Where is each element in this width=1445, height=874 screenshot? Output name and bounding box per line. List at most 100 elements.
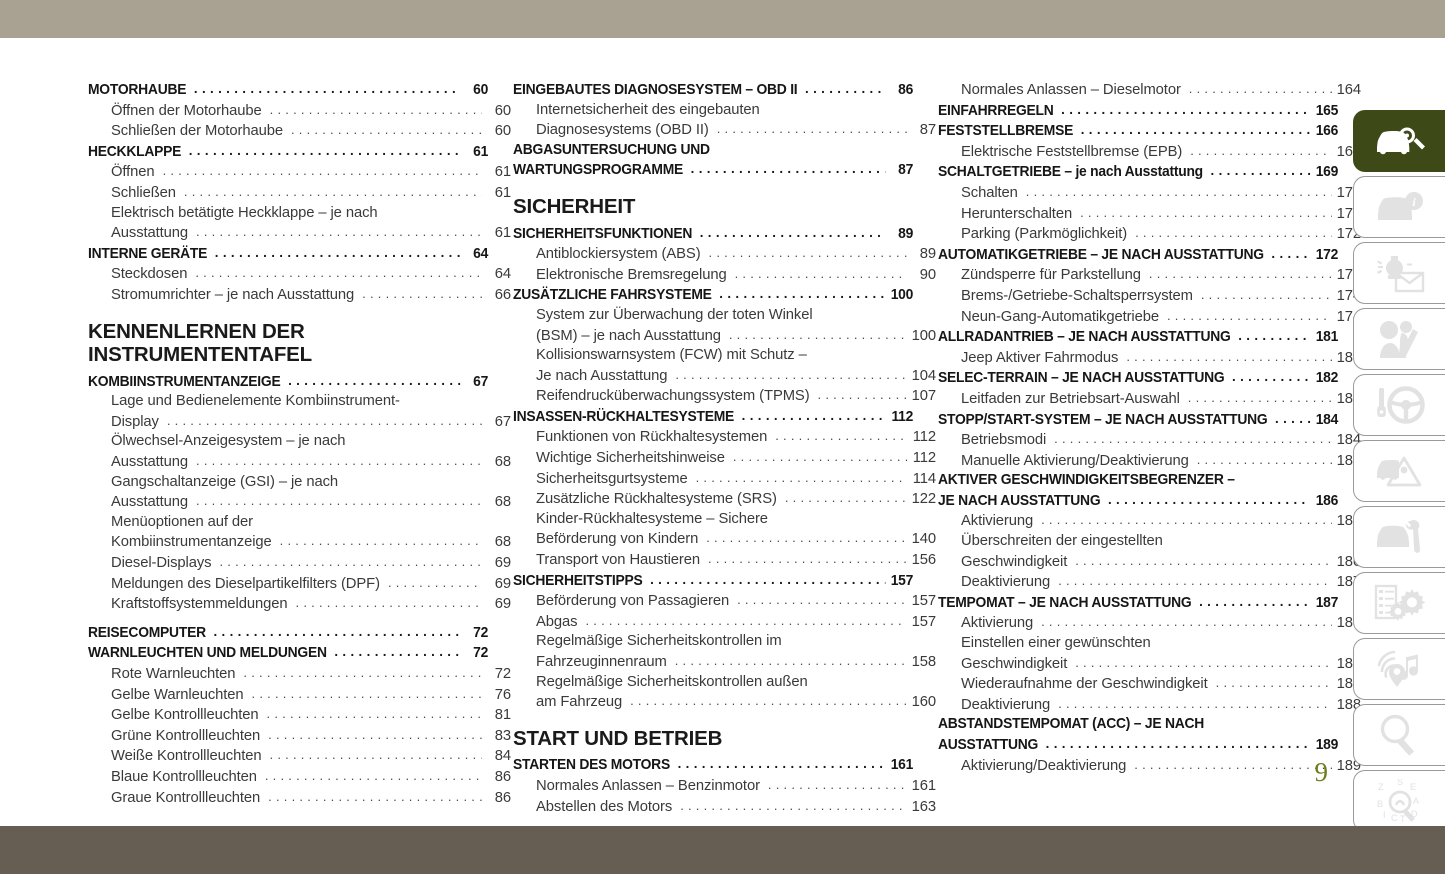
toc-entry-wrap-line[interactable]: Überschreiten der eingestellten <box>961 533 1163 550</box>
toc-entry-level2[interactable]: Schließen der Motorhaube................… <box>88 121 511 142</box>
toc-entry-level2[interactable]: Normales Anlassen – Benzinmotor.........… <box>513 776 936 797</box>
toc-entry-level1[interactable]: AUTOMATIKGETRIEBE – JE NACH AUSSTATTUNG.… <box>938 245 1338 266</box>
toc-entry-wrap-line[interactable]: ABGASUNTERSUCHUNG UND <box>513 141 710 158</box>
toc-entry-wrap-line[interactable]: Internetsicherheit des eingebauten <box>536 101 760 118</box>
toc-entry-wrap-line[interactable]: Einstellen einer gewünschten <box>961 635 1151 652</box>
toc-entry-level2[interactable]: Je nach Ausstattung.....................… <box>513 366 936 387</box>
toc-entry-wrap-line[interactable]: Gangschaltanzeige (GSI) – je nach <box>111 473 339 490</box>
toc-entry-wrap-line[interactable]: Regelmäßige Sicherheitskontrollen im <box>536 633 782 650</box>
toc-entry-level1[interactable]: WARNLEUCHTEN UND MELDUNGEN..............… <box>88 643 488 664</box>
toc-entry-wrap-line[interactable]: Lage und Bedienelemente Kombiinstrument- <box>111 393 400 410</box>
toc-entry-level2[interactable]: Aktivierung.............................… <box>938 511 1361 532</box>
toc-entry-level2[interactable]: Blaue Kontrollleuchten..................… <box>88 767 511 788</box>
toc-entry-wrap-line[interactable]: AKTIVER GESCHWINDIGKEITSBEGRENZER – <box>938 472 1235 489</box>
toc-entry-level2[interactable]: Grüne Kontrollleuchten..................… <box>88 726 511 747</box>
toc-entry-level2[interactable]: Sicherheitsgurtsysteme..................… <box>513 469 936 490</box>
toc-entry-level1[interactable]: EINFAHRREGELN...........................… <box>938 101 1338 122</box>
side-tab-occupant-seatbelt[interactable] <box>1353 308 1445 370</box>
toc-entry-level1[interactable]: EINGEBAUTES DIAGNOSESYSTEM – OBD II.....… <box>513 80 913 101</box>
side-tab-car-magnifier[interactable] <box>1353 110 1445 172</box>
side-tab-checklist-gears[interactable] <box>1353 572 1445 634</box>
toc-entry-level2[interactable]: Kombiinstrumentanzeige..................… <box>88 532 511 553</box>
toc-entry-level2[interactable]: Zündsperre für Parkstellung.............… <box>938 265 1361 286</box>
toc-entry-level2[interactable]: Abgas...................................… <box>513 612 936 633</box>
toc-entry-level2[interactable]: Deaktivierung...........................… <box>938 572 1361 593</box>
toc-entry-level1[interactable]: TEMPOMAT – JE NACH AUSSTATTUNG..........… <box>938 593 1338 614</box>
toc-entry-wrap-line[interactable]: Ölwechsel-Anzeigesystem – je nach <box>111 433 346 450</box>
toc-entry-level1[interactable]: KOMBIINSTRUMENTANZEIGE..................… <box>88 372 488 393</box>
toc-entry-level2[interactable]: Meldungen des Dieselpartikelfilters (DPF… <box>88 574 511 595</box>
toc-entry-level2[interactable]: Weiße Kontrollleuchten..................… <box>88 746 511 767</box>
toc-entry-level1[interactable]: INSASSEN-RÜCKHALTESYSTEME...............… <box>513 407 913 428</box>
toc-entry-level2[interactable]: Gelbe Warnleuchten......................… <box>88 685 511 706</box>
toc-entry-level2[interactable]: Elektronische Bremsregelung.............… <box>513 265 936 286</box>
toc-entry-wrap-line[interactable]: Kollisionswarnsystem (FCW) mit Schutz – <box>536 347 807 364</box>
toc-entry-level2[interactable]: Öffnen der Motorhaube...................… <box>88 101 511 122</box>
toc-entry-level2[interactable]: Betriebsmodi............................… <box>938 430 1361 451</box>
toc-entry-level1[interactable]: AUSSTATTUNG.............................… <box>938 735 1338 756</box>
toc-entry-level2[interactable]: Zusätzliche Rückhaltesysteme (SRS)......… <box>513 489 936 510</box>
toc-entry-level2[interactable]: Deaktivierung...........................… <box>938 695 1361 716</box>
side-tab-car-info[interactable]: i <box>1353 176 1445 238</box>
toc-entry-level1[interactable]: SELEC-TERRAIN – JE NACH AUSSTATTUNG.....… <box>938 368 1338 389</box>
toc-entry-level2[interactable]: Öffnen..................................… <box>88 162 511 183</box>
toc-entry-level2[interactable]: Display.................................… <box>88 412 511 433</box>
side-tab-car-wrench[interactable] <box>1353 506 1445 568</box>
toc-entry-level2[interactable]: Diesel-Displays.........................… <box>88 553 511 574</box>
toc-entry-level1[interactable]: INTERNE GERÄTE..........................… <box>88 244 488 265</box>
toc-entry-level2[interactable]: Beförderung von Kindern.................… <box>513 529 936 550</box>
side-tab-magnifier[interactable] <box>1353 704 1445 766</box>
toc-entry-level2[interactable]: Transport von Haustieren................… <box>513 550 936 571</box>
toc-entry-level2[interactable]: Parking (Parkmöglichkeit)...............… <box>938 224 1361 245</box>
toc-entry-level2[interactable]: Jeep Aktiver Fahrmodus..................… <box>938 348 1361 369</box>
toc-entry-level2[interactable]: Gelbe Kontrollleuchten..................… <box>88 705 511 726</box>
toc-entry-level2[interactable]: Aktivierung/Deaktivierung...............… <box>938 756 1361 777</box>
side-tab-key-steering-wheel[interactable] <box>1353 374 1445 436</box>
toc-entry-level2[interactable]: Aktivierung.............................… <box>938 613 1361 634</box>
toc-entry-level1[interactable]: SCHALTGETRIEBE – je nach Ausstattung....… <box>938 162 1338 183</box>
toc-entry-level2[interactable]: Elektrische Feststellbremse (EPB).......… <box>938 142 1361 163</box>
toc-entry-level2[interactable]: Schließen...............................… <box>88 183 511 204</box>
toc-entry-level2[interactable]: Antiblockiersystem (ABS)................… <box>513 244 936 265</box>
toc-entry-level1[interactable]: ALLRADANTRIEB – JE NACH AUSSTATTUNG.....… <box>938 327 1338 348</box>
toc-entry-level2[interactable]: Diagnosesystems (OBD II)................… <box>513 120 936 141</box>
toc-entry-level2[interactable]: Ausstattung.............................… <box>88 492 511 513</box>
toc-entry-level1[interactable]: WARTUNGSPROGRAMME.......................… <box>513 160 913 181</box>
side-tab-lamp-envelope[interactable] <box>1353 242 1445 304</box>
toc-entry-level2[interactable]: Schalten................................… <box>938 183 1361 204</box>
toc-entry-level2[interactable]: Rote Warnleuchten.......................… <box>88 664 511 685</box>
toc-entry-level2[interactable]: Kraftstoffsystemmeldungen...............… <box>88 594 511 615</box>
toc-entry-level1[interactable]: FESTSTELLBREMSE.........................… <box>938 121 1338 142</box>
toc-entry-level2[interactable]: Ausstattung.............................… <box>88 452 511 473</box>
toc-entry-level1[interactable]: STOPP/START-SYSTEM – JE NACH AUSSTATTUNG… <box>938 410 1338 431</box>
toc-entry-level2[interactable]: Funktionen von Rückhaltesystemen........… <box>513 427 936 448</box>
toc-entry-level2[interactable]: Geschwindigkeit.........................… <box>938 654 1361 675</box>
toc-entry-level2[interactable]: Neun-Gang-Automatikgetriebe.............… <box>938 307 1361 328</box>
toc-entry-level2[interactable]: Manuelle Aktivierung/Deaktivierung......… <box>938 451 1361 472</box>
toc-entry-level2[interactable]: Herunterschalten........................… <box>938 204 1361 225</box>
toc-entry-wrap-line[interactable]: Regelmäßige Sicherheitskontrollen außen <box>536 673 808 690</box>
toc-entry-wrap-line[interactable]: Kinder-Rückhaltesysteme – Sichere <box>536 510 768 527</box>
side-tab-music-note[interactable] <box>1353 638 1445 700</box>
toc-entry-level2[interactable]: (BSM) – je nach Ausstattung.............… <box>513 326 936 347</box>
toc-entry-level1[interactable]: STARTEN DES MOTORS......................… <box>513 755 913 776</box>
toc-entry-level2[interactable]: Ausstattung.............................… <box>88 223 511 244</box>
toc-entry-level2[interactable]: am Fahrzeug.............................… <box>513 692 936 713</box>
side-tab-car-warning-triangle[interactable] <box>1353 440 1445 502</box>
toc-entry-level2[interactable]: Brems-/Getriebe-Schaltsperrsystem.......… <box>938 286 1361 307</box>
toc-entry-level2[interactable]: Wichtige Sicherheitshinweise............… <box>513 448 936 469</box>
toc-entry-level2[interactable]: Wiederaufnahme der Geschwindigkeit......… <box>938 674 1361 695</box>
toc-entry-level1[interactable]: REISECOMPUTER...........................… <box>88 623 488 644</box>
toc-entry-level2[interactable]: Leitfaden zur Betriebsart-Auswahl.......… <box>938 389 1361 410</box>
toc-entry-level2[interactable]: Graue Kontrollleuchten..................… <box>88 788 511 809</box>
toc-entry-level2[interactable]: Abstellen des Motors....................… <box>513 797 936 818</box>
toc-entry-level1[interactable]: SICHERHEITSFUNKTIONEN...................… <box>513 224 913 245</box>
toc-entry-wrap-line[interactable]: Elektrisch betätigte Heckklappe – je nac… <box>111 204 378 221</box>
toc-entry-level1[interactable]: MOTORHAUBE..............................… <box>88 80 488 101</box>
toc-entry-wrap-line[interactable]: ABSTANDSTEMPOMAT (ACC) – JE NACH <box>938 716 1205 733</box>
toc-entry-level1[interactable]: HECKKLAPPE..............................… <box>88 142 488 163</box>
toc-entry-level2[interactable]: Beförderung von Passagieren.............… <box>513 591 936 612</box>
toc-entry-level2[interactable]: Reifendrucküberwachungssystem (TPMS)....… <box>513 386 936 407</box>
toc-entry-wrap-line[interactable]: System zur Überwachung der toten Winkel <box>536 306 813 323</box>
